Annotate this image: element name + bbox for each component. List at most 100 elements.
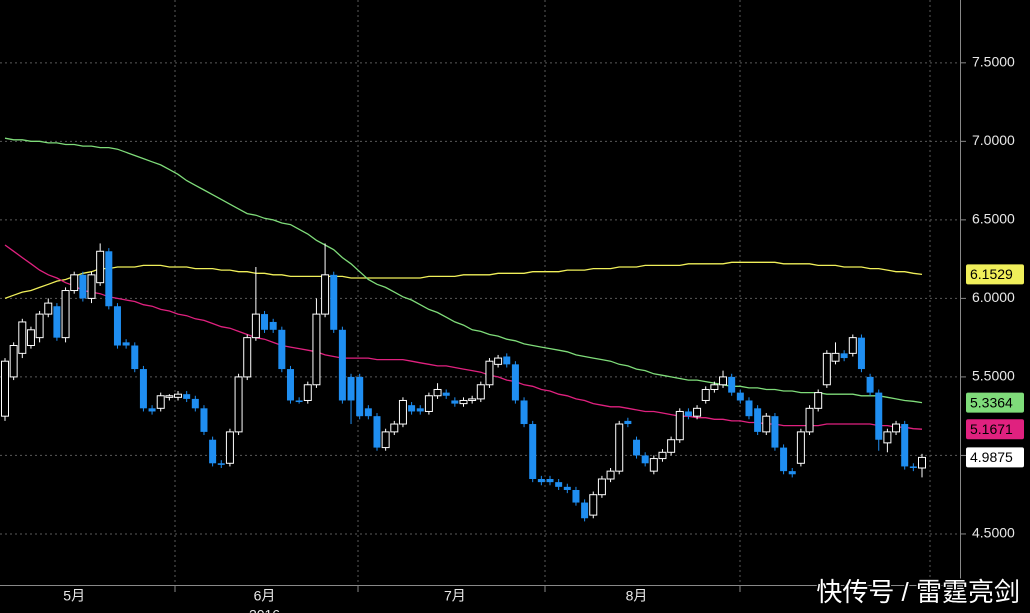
- ma-line: [4, 137, 923, 404]
- candle-body: [261, 314, 269, 330]
- candle-body: [520, 400, 528, 425]
- candle-body: [649, 458, 658, 472]
- candle-body: [581, 502, 589, 519]
- candle-body: [295, 400, 303, 403]
- last-value-label: 5.3364: [970, 394, 1013, 410]
- candle-body: [658, 451, 667, 460]
- candle-body: [113, 306, 121, 346]
- y-tick-label: 6.5000: [972, 211, 1015, 227]
- candle-body: [26, 329, 35, 347]
- candle-body: [719, 376, 728, 386]
- candle-body: [330, 274, 338, 330]
- candle-body: [408, 405, 416, 412]
- candle-body: [191, 398, 199, 409]
- candle-body: [736, 392, 744, 401]
- last-value-box: [966, 447, 1024, 468]
- candle-body: [675, 410, 684, 441]
- candle-body: [684, 411, 692, 417]
- candle-body: [139, 369, 147, 409]
- candle-body: [633, 439, 641, 456]
- candle-body: [424, 395, 433, 412]
- candle-body: [693, 407, 702, 417]
- candle-body: [728, 376, 736, 393]
- candle-body: [286, 369, 294, 401]
- candle-body: [745, 400, 753, 417]
- candle-body: [278, 329, 286, 370]
- candle-body: [1, 360, 9, 417]
- candle-body: [442, 392, 450, 396]
- candle-body: [225, 431, 234, 464]
- candle-body: [615, 423, 624, 472]
- candle-body: [589, 494, 598, 516]
- candle-body: [788, 471, 796, 475]
- candles: [1, 243, 926, 522]
- candle-body: [831, 352, 840, 362]
- last-value-box: [966, 264, 1024, 285]
- candle-body: [398, 399, 407, 425]
- last-value-label: 6.1529: [970, 266, 1013, 282]
- candle-body: [347, 376, 355, 401]
- y-tick-label: 5.5000: [972, 368, 1015, 384]
- y-tick-label: 6.0000: [972, 289, 1015, 305]
- candle-body: [710, 384, 719, 390]
- candle-body: [251, 313, 260, 339]
- candle-body: [918, 456, 926, 469]
- candle-body: [381, 431, 390, 449]
- candle-body: [857, 337, 865, 370]
- candle-body: [537, 478, 545, 483]
- x-tick-label: 5月: [63, 588, 85, 604]
- year-label: 2016: [249, 607, 280, 613]
- candle-body: [148, 408, 156, 412]
- candle-body: [529, 424, 537, 479]
- candle-body: [875, 392, 883, 440]
- candle-body: [883, 431, 892, 444]
- watermark: 快传号 / 雷霆亮剑: [816, 577, 1020, 607]
- candle-body: [754, 408, 762, 432]
- candle-body: [780, 447, 788, 472]
- candle-body: [511, 364, 519, 401]
- candle-body: [822, 352, 831, 386]
- candle-body: [105, 251, 113, 307]
- candle-body: [234, 376, 243, 433]
- candle-body: [503, 356, 511, 365]
- candle-body: [563, 486, 571, 490]
- candle-body: [243, 337, 252, 378]
- candle-body: [44, 302, 53, 315]
- candle-body: [892, 423, 901, 433]
- ma-line: [4, 261, 923, 300]
- candle-body: [165, 395, 174, 398]
- x-tick-label: 7月: [444, 588, 466, 604]
- candle-body: [312, 313, 321, 386]
- y-tick-label: 4.5000: [972, 525, 1015, 541]
- candle-body: [35, 313, 44, 339]
- candle-body: [364, 408, 372, 417]
- candle-body: [476, 384, 485, 400]
- candle-body: [87, 274, 96, 299]
- x-axis-ticks: [174, 585, 741, 592]
- candle-body: [909, 466, 917, 468]
- candle-body: [70, 274, 79, 292]
- candle-body: [459, 399, 468, 405]
- candle-body: [269, 321, 277, 330]
- last-value-label: 5.1671: [970, 421, 1013, 437]
- candle-body: [701, 388, 710, 401]
- candle-body: [796, 431, 805, 464]
- candle-body: [96, 250, 105, 284]
- last-value-label: 4.9875: [970, 449, 1013, 465]
- candle-body: [156, 395, 165, 409]
- candle-body: [303, 384, 312, 401]
- candle-body: [597, 478, 606, 496]
- candle-body: [174, 393, 183, 398]
- candle-body: [771, 416, 779, 448]
- candle-body: [209, 439, 217, 464]
- candle-body: [866, 376, 874, 393]
- last-value-box: [966, 419, 1024, 440]
- candle-body: [356, 376, 364, 417]
- candle-body: [805, 407, 814, 433]
- candle-body: [451, 400, 459, 404]
- candle-body: [79, 274, 87, 299]
- candle-body: [338, 329, 346, 401]
- candle-body: [61, 290, 70, 339]
